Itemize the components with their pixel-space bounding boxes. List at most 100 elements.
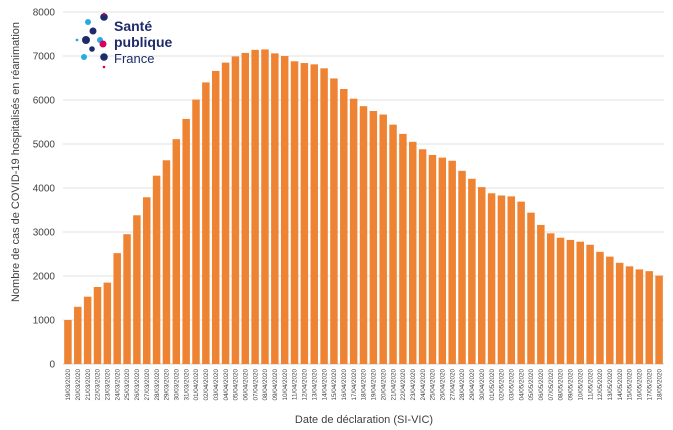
bar <box>320 68 328 364</box>
x-tick-label: 22/04/2020 <box>400 369 407 401</box>
bar <box>74 306 82 364</box>
bar <box>497 195 506 364</box>
bar <box>477 187 486 364</box>
bar <box>438 157 447 364</box>
x-tick-label: 03/05/2020 <box>508 369 515 401</box>
x-tick-label: 13/05/2020 <box>607 369 614 401</box>
x-tick-label: 12/05/2020 <box>597 369 604 401</box>
bar <box>576 241 584 364</box>
bar <box>359 106 368 364</box>
bar <box>625 266 634 364</box>
y-tick-label: 4000 <box>33 184 56 195</box>
bar <box>251 49 259 365</box>
logo-dots-icon <box>75 12 108 69</box>
bar <box>418 149 427 364</box>
x-tick-label: 08/05/2020 <box>558 369 565 401</box>
x-tick-label: 15/04/2020 <box>331 369 338 401</box>
y-tick-label: 6000 <box>33 96 56 107</box>
x-tick-label: 30/04/2020 <box>479 369 486 401</box>
x-tick-label: 22/03/2020 <box>95 369 102 401</box>
x-tick-label: 19/04/2020 <box>371 369 378 401</box>
bar <box>310 64 318 365</box>
bar <box>645 271 653 364</box>
x-tick-label: 02/04/2020 <box>203 369 210 401</box>
bar <box>271 53 279 365</box>
bar <box>487 193 496 364</box>
x-tick-label: 12/04/2020 <box>302 369 309 401</box>
logo-text-line2: publique <box>114 34 173 50</box>
x-tick-labels: 19/03/2020 20/03/2020 21/03/2020 22/03/2020… <box>65 369 663 401</box>
bar <box>103 282 112 364</box>
x-tick-label: 25/03/2020 <box>124 369 131 401</box>
bar <box>340 89 348 364</box>
x-tick-label: 20/03/2020 <box>75 369 82 401</box>
x-tick-label: 08/04/2020 <box>262 369 269 401</box>
bar <box>83 296 92 364</box>
bar <box>409 141 417 364</box>
bar <box>172 139 181 364</box>
bar <box>606 256 614 364</box>
bar <box>123 234 131 364</box>
x-tick-label: 25/04/2020 <box>430 369 437 401</box>
bar <box>221 62 230 364</box>
bar <box>379 114 387 365</box>
bar <box>241 52 250 365</box>
bar <box>93 287 102 364</box>
bar <box>64 320 72 364</box>
x-tick-label: 23/03/2020 <box>105 369 112 401</box>
y-axis-title: Nombre de cas de COVID-19 hospitalisés e… <box>10 22 22 302</box>
x-tick-label: 24/04/2020 <box>420 369 427 401</box>
y-tick-label: 8000 <box>33 8 56 19</box>
bar <box>546 233 555 364</box>
bar <box>211 70 220 365</box>
x-tick-label: 16/05/2020 <box>637 369 644 401</box>
x-tick-label: 05/04/2020 <box>233 369 240 401</box>
bar <box>280 56 289 364</box>
y-tick-label: 5000 <box>33 140 56 151</box>
bar <box>330 78 338 364</box>
x-tick-label: 06/05/2020 <box>538 369 545 401</box>
x-tick-label: 18/04/2020 <box>361 369 368 401</box>
y-tick-label: 3000 <box>33 228 56 239</box>
bar <box>349 98 358 365</box>
bars <box>64 49 663 365</box>
x-tick-label: 23/04/2020 <box>410 369 417 401</box>
x-tick-label: 09/04/2020 <box>272 369 279 401</box>
bar <box>143 197 151 364</box>
bar <box>468 178 476 364</box>
x-tick-label: 04/04/2020 <box>223 369 230 401</box>
bar <box>192 99 200 364</box>
bar <box>182 118 190 364</box>
y-tick-label: 1000 <box>33 316 56 327</box>
x-tick-label: 15/05/2020 <box>627 369 634 401</box>
y-tick-label: 2000 <box>33 272 56 283</box>
bar <box>261 49 269 365</box>
x-tick-label: 26/03/2020 <box>134 369 141 401</box>
logo-text-line1: Santé <box>114 18 152 34</box>
x-tick-label: 31/03/2020 <box>183 369 190 401</box>
bar <box>458 170 466 364</box>
x-tick-label: 29/04/2020 <box>469 369 476 401</box>
x-tick-label: 19/03/2020 <box>65 369 72 401</box>
x-tick-label: 27/04/2020 <box>449 369 456 401</box>
y-tick-label: 0 <box>49 360 55 371</box>
x-tick-label: 18/05/2020 <box>656 369 663 401</box>
x-tick-label: 28/04/2020 <box>459 369 466 401</box>
x-tick-label: 28/03/2020 <box>154 369 161 401</box>
x-tick-label: 07/04/2020 <box>252 369 259 401</box>
bar <box>527 212 535 364</box>
bar <box>655 275 663 364</box>
x-tick-label: 10/05/2020 <box>577 369 584 401</box>
logo-text-line3: France <box>114 51 154 66</box>
x-tick-label: 21/03/2020 <box>85 369 92 401</box>
x-tick-label: 30/03/2020 <box>174 369 181 401</box>
bar <box>202 82 210 365</box>
x-tick-label: 17/04/2020 <box>351 369 358 401</box>
y-tick-label: 7000 <box>33 52 56 63</box>
x-axis-title: Date de déclaration (SI-VIC) <box>295 414 433 426</box>
sante-publique-france-logo: Santé publique France <box>75 12 173 69</box>
x-tick-label: 09/05/2020 <box>568 369 575 401</box>
bar <box>231 56 240 364</box>
x-tick-label: 29/03/2020 <box>164 369 171 401</box>
